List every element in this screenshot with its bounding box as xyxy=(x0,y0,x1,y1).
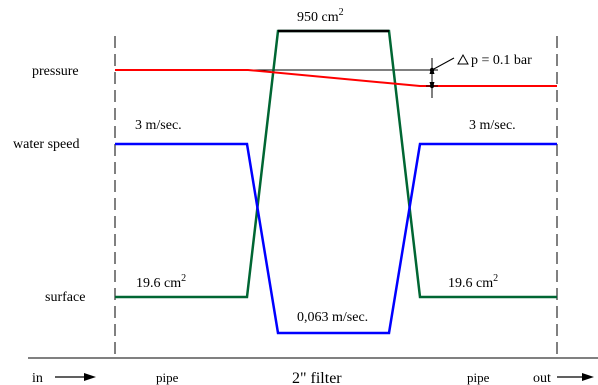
delta-triangle-icon xyxy=(457,53,469,65)
pipe-left-label: pipe xyxy=(156,370,179,385)
out-arrow-icon xyxy=(557,373,594,381)
delta-p-label: p = 0.1 bar xyxy=(471,53,532,68)
water-speed-label: water speed xyxy=(13,137,79,152)
pressure-label: pressure xyxy=(32,64,79,79)
filter-speed-label: 0,063 m/sec. xyxy=(297,310,368,325)
filter-area-label: 950 cm2 xyxy=(297,7,344,25)
in-label: in xyxy=(32,371,43,385)
speed-out-label: 3 m/sec. xyxy=(469,118,516,133)
water-speed-curve xyxy=(115,142,557,335)
speed-in-label: 3 m/sec. xyxy=(135,118,182,133)
pressure-curve xyxy=(115,69,557,87)
surface-label: surface xyxy=(45,290,85,305)
pipe-right-label: pipe xyxy=(467,370,490,385)
in-arrow-icon xyxy=(55,373,96,381)
out-label: out xyxy=(533,371,551,385)
delta-p-marker xyxy=(426,57,455,98)
surface-out-label: 19.6 cm2 xyxy=(448,273,498,291)
surface-in-label: 19.6 cm2 xyxy=(136,273,186,291)
filter-label: 2" filter xyxy=(292,370,342,385)
